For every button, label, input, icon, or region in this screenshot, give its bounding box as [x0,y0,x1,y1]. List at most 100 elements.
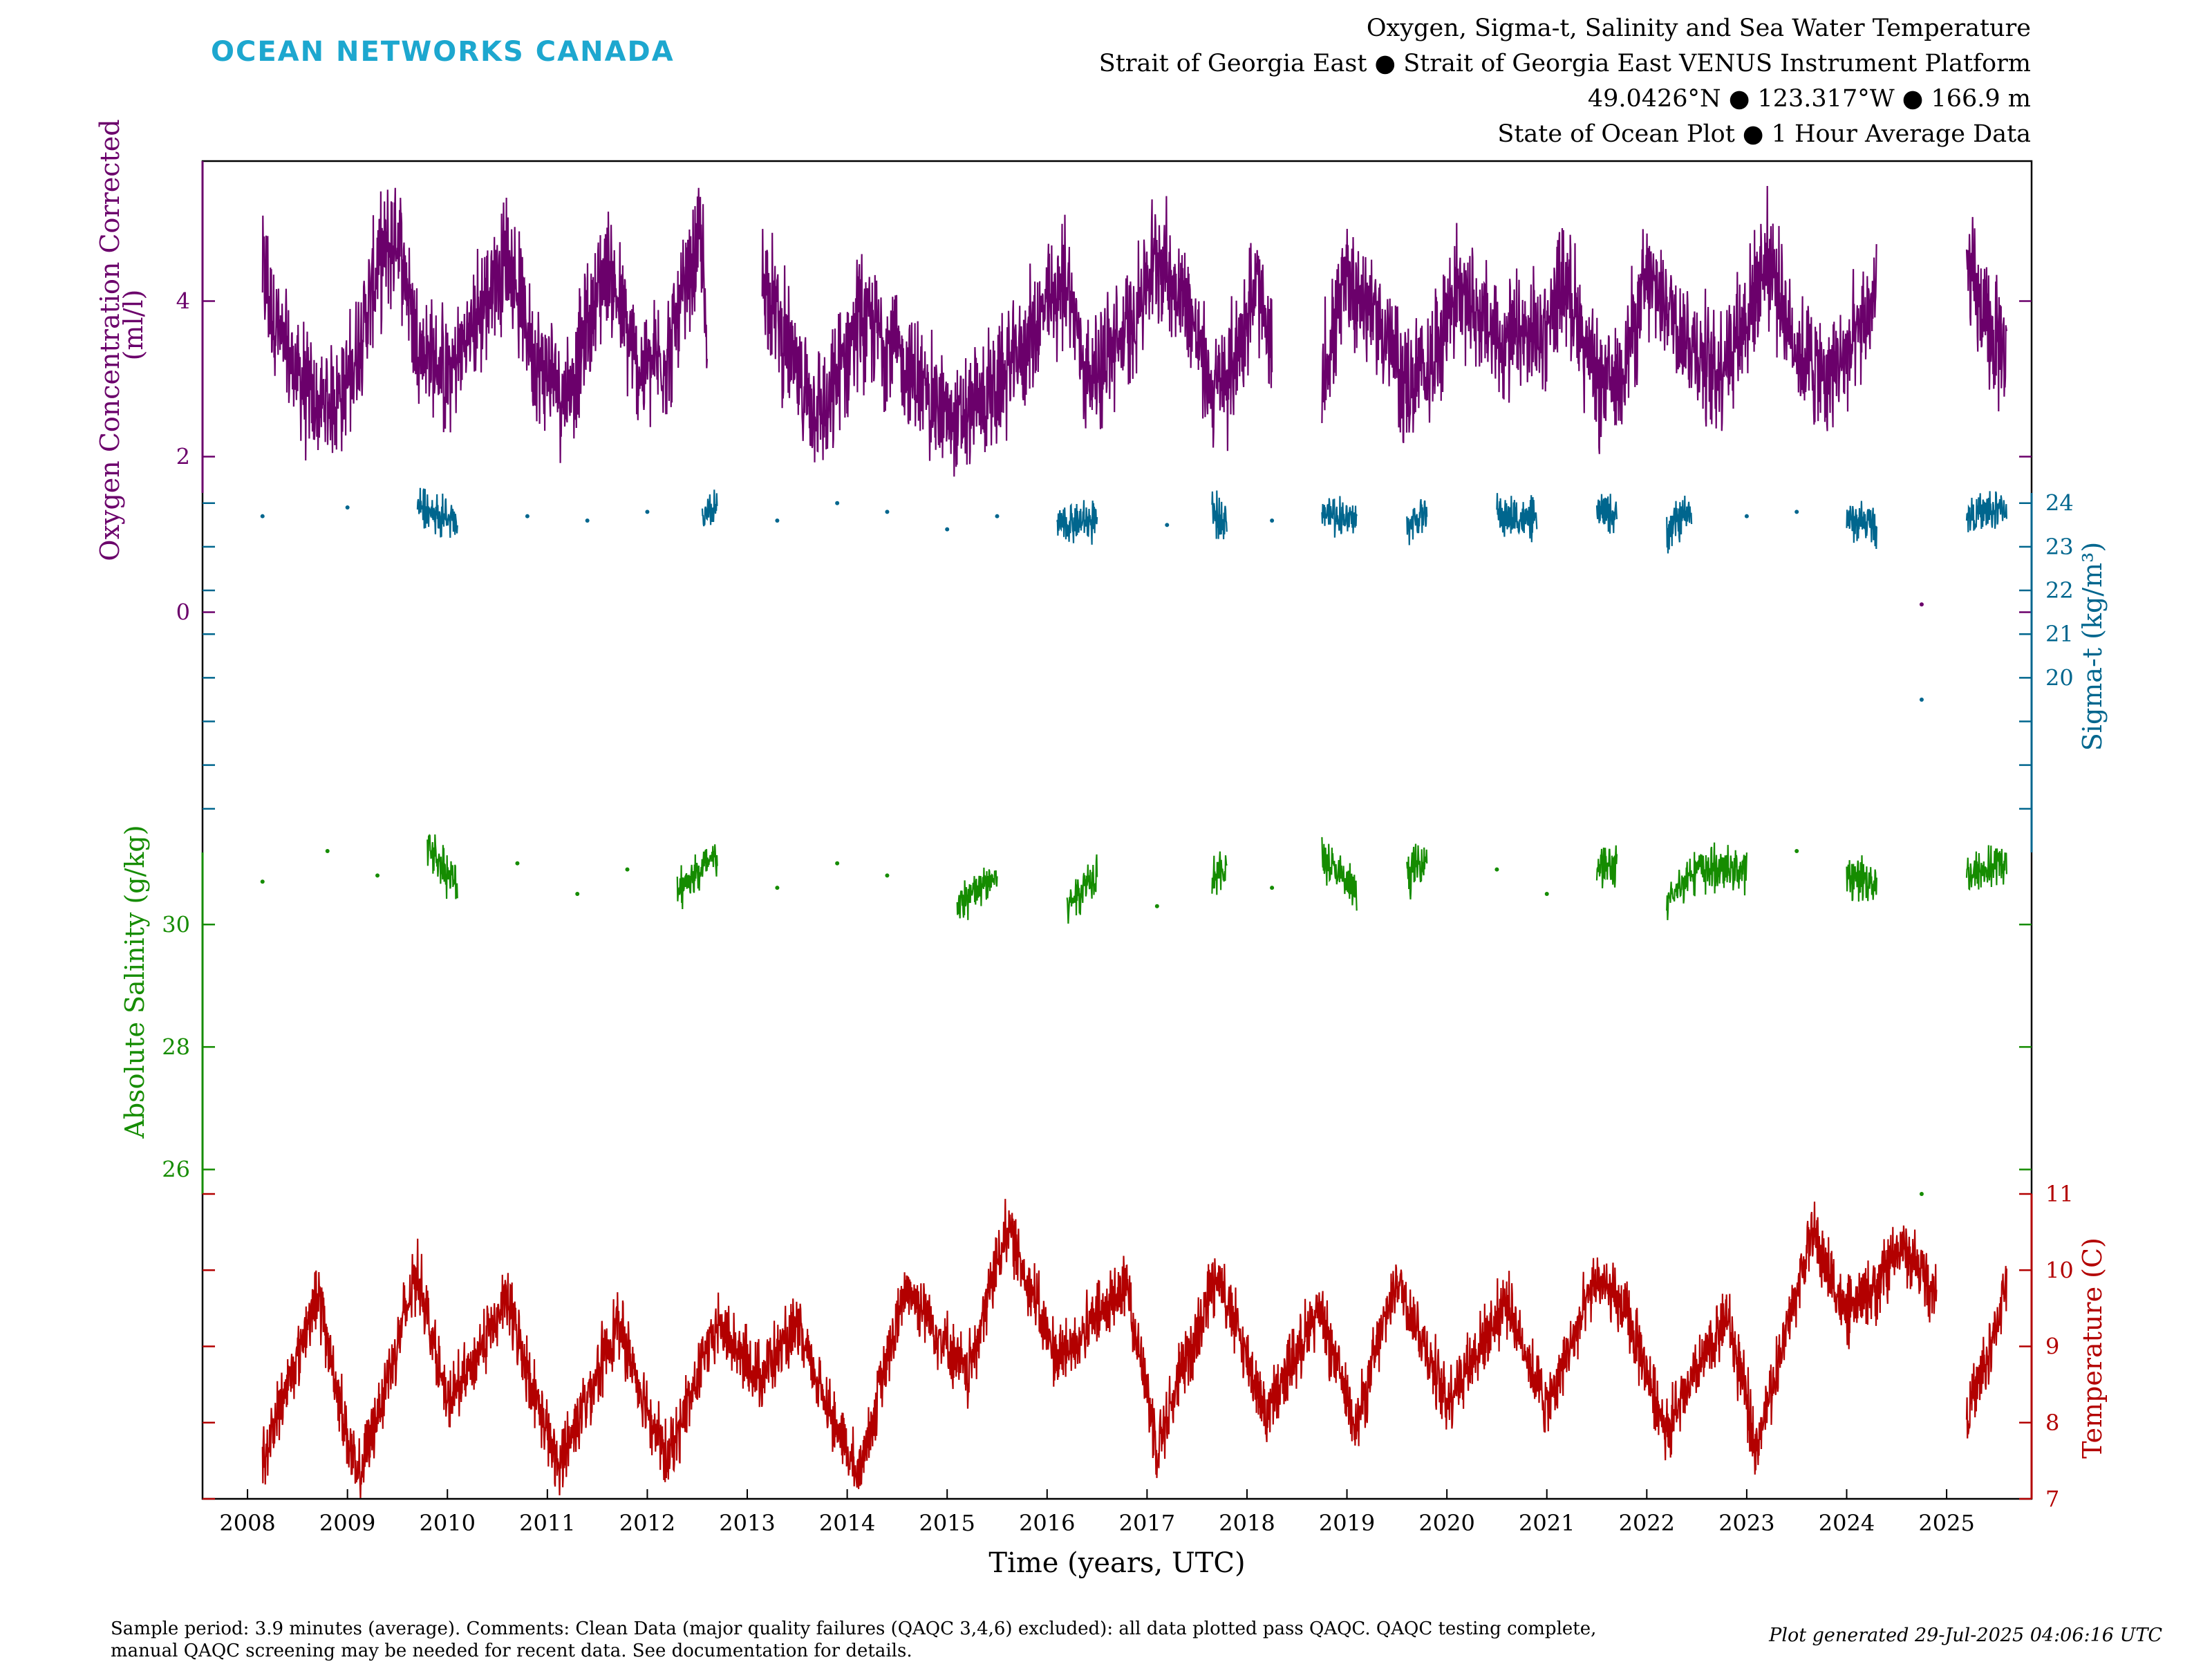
y-axis-label-absolute-salinity: Absolute Salinity (g/kg) [120,825,150,1139]
y-tick-label-2: 2 [176,444,190,470]
series-point [835,861,840,866]
series-line-segment [1066,854,1098,924]
x-tick-label-2019: 2019 [1319,1510,1375,1536]
series-line-segment [1965,1266,2007,1439]
series-line-segment [1965,845,2007,891]
series-point [625,867,630,872]
series-point [1544,892,1549,896]
series-line-segment [761,196,1273,477]
series-line-segment [1846,501,1877,550]
y-axis-label-sigma-t: Sigma-t (kg/m³) [2077,542,2108,751]
series-point [1165,523,1170,527]
series-point [525,514,529,519]
series-line-segment [1965,491,2007,532]
ocean-networks-canada-logo: OCEAN NETWORKS CANADA [211,36,675,68]
plot-title-line-2: Strait of Georgia East ● Strait of Georg… [1098,50,2031,77]
x-tick-label-2025: 2025 [1918,1510,1974,1536]
series-line-segment [701,489,718,527]
x-tick-label-2020: 2020 [1418,1510,1474,1536]
series-point [325,849,330,853]
series-point [345,505,350,510]
series-line-segment [261,187,708,463]
series-oxygen-concentration-corrected [261,185,2007,607]
y-tick-label-11: 11 [2045,1181,2074,1207]
series-line-segment [1321,496,1358,538]
series-line-segment [1211,490,1228,540]
series-point [1154,904,1159,908]
series-line-segment [1965,216,2007,412]
y-tick-label-10: 10 [2045,1257,2074,1283]
series-point [1270,886,1275,890]
series-point [885,510,890,514]
series-line-segment [1211,851,1228,895]
y-axis-label-oxygen-units: (ml/l) [118,290,149,361]
series-line-segment [427,833,458,899]
x-tick-label-2011: 2011 [519,1510,575,1536]
x-tick-label-2023: 2023 [1718,1510,1774,1536]
x-tick-label-2021: 2021 [1519,1510,1575,1536]
x-tick-label-2013: 2013 [719,1510,775,1536]
x-tick-label-2022: 2022 [1619,1510,1675,1536]
series-line-segment [1496,493,1538,543]
plot-title-line-4: State of Ocean Plot ● 1 Hour Average Dat… [1497,120,2031,148]
series-point [260,514,265,519]
series-point [375,873,380,878]
y-tick-label-30: 30 [162,911,190,937]
series-point [585,519,590,523]
series-line-segment [261,1199,1938,1498]
y-tick-label-21: 21 [2045,621,2074,647]
x-axis-label: Time (years, UTC) [988,1547,1245,1579]
x-tick-label-2014: 2014 [819,1510,875,1536]
series-line-segment [956,867,998,920]
footer-comments: Sample period: 3.9 minutes (average). Co… [111,1618,1756,1662]
y-tick-label-26: 26 [162,1157,190,1183]
series-line-segment [1321,185,1877,454]
plot-title-line-1: Oxygen, Sigma-t, Salinity and Sea Water … [1366,15,2031,42]
y-axis-label-temperature: Temperature (C) [2077,1238,2108,1459]
y-tick-label-22: 22 [2045,577,2074,604]
series-point [260,879,265,884]
series-layer [260,185,2007,1498]
series-point [775,886,780,890]
x-tick-label-2012: 2012 [619,1510,675,1536]
x-tick-label-2008: 2008 [219,1510,275,1536]
series-point [885,873,890,878]
y-tick-label-23: 23 [2045,534,2074,560]
series-line-segment [1595,494,1618,534]
x-tick-label-2024: 2024 [1819,1510,1875,1536]
x-tick-label-2016: 2016 [1019,1510,1075,1536]
x-tick-label-2009: 2009 [319,1510,375,1536]
series-line-segment [1406,498,1428,545]
series-line-segment [1666,495,1693,554]
series-line-segment [1056,500,1098,545]
x-tick-label-2015: 2015 [919,1510,975,1536]
plot-generated-timestamp: Plot generated 29-Jul-2025 04:06:16 UTC [1769,1625,2162,1646]
series-point [575,892,580,896]
series-line-segment [1595,845,1618,888]
series-point [1919,697,1924,702]
series-point [645,510,650,514]
series-point [1794,849,1799,853]
series-point [1919,1192,1924,1196]
series-point [1270,519,1275,523]
series-line-segment [1846,855,1877,902]
series-point [1494,867,1499,872]
series-point [945,527,950,532]
series-line-segment [416,487,458,538]
x-tick-label-2017: 2017 [1119,1510,1175,1536]
series-point [515,861,520,866]
series-line-segment [1321,837,1358,911]
series-point [995,514,1000,519]
y-tick-label-7: 7 [2045,1486,2059,1512]
footer-comment-line-2: manual QAQC screening may be needed for … [111,1641,912,1661]
plot-title-block: Oxygen, Sigma-t, Salinity and Sea Water … [1099,11,2031,152]
axes-layer: 2008 2009 2010 2011 2012 2013 2014 2015 2016 2017… [95,119,2108,1536]
series-sigma-t [260,487,2007,702]
x-tick-label-2010: 2010 [420,1510,476,1536]
series-point [1919,602,1924,607]
series-line-segment [676,844,718,910]
series-point [775,519,780,523]
y-tick-label-24: 24 [2045,490,2074,516]
y-tick-label-9: 9 [2045,1334,2059,1360]
